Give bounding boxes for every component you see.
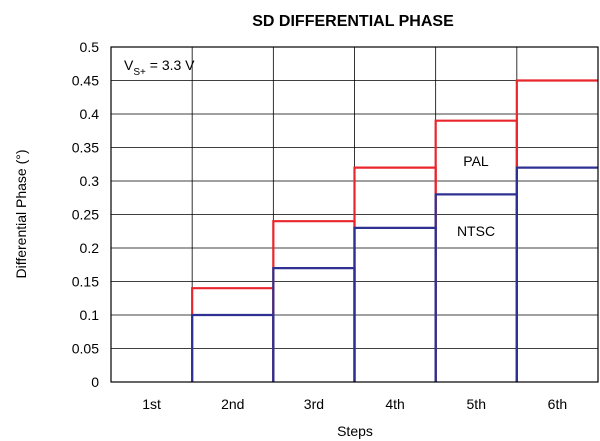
series-pal: [191, 79, 598, 382]
annotation-subscript: S+: [133, 67, 146, 78]
y-tick-label: 0.5: [80, 39, 100, 55]
y-axis-label: Differential Phase (°): [13, 149, 29, 278]
step-pal-2nd: [191, 287, 275, 382]
series-layer: [191, 79, 598, 382]
y-tick-label: 0.45: [72, 73, 99, 89]
x-tick-label: 4th: [385, 396, 404, 412]
y-tick-label: 0.05: [72, 341, 99, 357]
step-pal-3rd: [272, 220, 356, 382]
x-tick-label: 3rd: [304, 396, 324, 412]
annotation-rest: = 3.3 V: [146, 57, 195, 73]
step-ntsc-3rd: [272, 267, 356, 382]
y-tick-label: 0.1: [80, 307, 100, 323]
step-pal-4th: [353, 166, 437, 382]
x-tick-label: 2nd: [221, 396, 244, 412]
plot-frame: [110, 46, 599, 383]
step-ntsc-6th: [515, 166, 598, 382]
series-ntsc: [191, 166, 598, 382]
y-tick-label: 0: [91, 374, 99, 390]
y-tick-label: 0.2: [80, 240, 100, 256]
annotation-v: V: [124, 57, 134, 73]
series-label-ntsc: NTSC: [457, 223, 495, 239]
y-tick-labels: 0 0.05 0.1 0.15 0.2 0.25 0.3 0.35 0.4 0.45 0.5: [72, 39, 99, 390]
x-tick-label: 6th: [548, 396, 567, 412]
supply-voltage-annotation: VS+ = 3.3 V: [124, 57, 195, 78]
x-tick-label: 5th: [467, 396, 486, 412]
x-axis-label: Steps: [337, 423, 373, 439]
y-tick-label: 0.4: [80, 106, 100, 122]
y-tick-label: 0.25: [72, 207, 99, 223]
y-tick-label: 0.3: [80, 173, 100, 189]
x-tick-labels: 1st 2nd 3rd 4th 5th 6th: [142, 396, 567, 412]
y-tick-label: 0.35: [72, 140, 99, 156]
x-tick-label: 1st: [142, 396, 161, 412]
step-pal-6th: [515, 79, 598, 382]
y-tick-label: 0.15: [72, 274, 99, 290]
step-ntsc-4th: [353, 226, 437, 382]
chart-title: SD DIFFERENTIAL PHASE: [252, 13, 454, 30]
series-label-pal: PAL: [463, 153, 489, 169]
